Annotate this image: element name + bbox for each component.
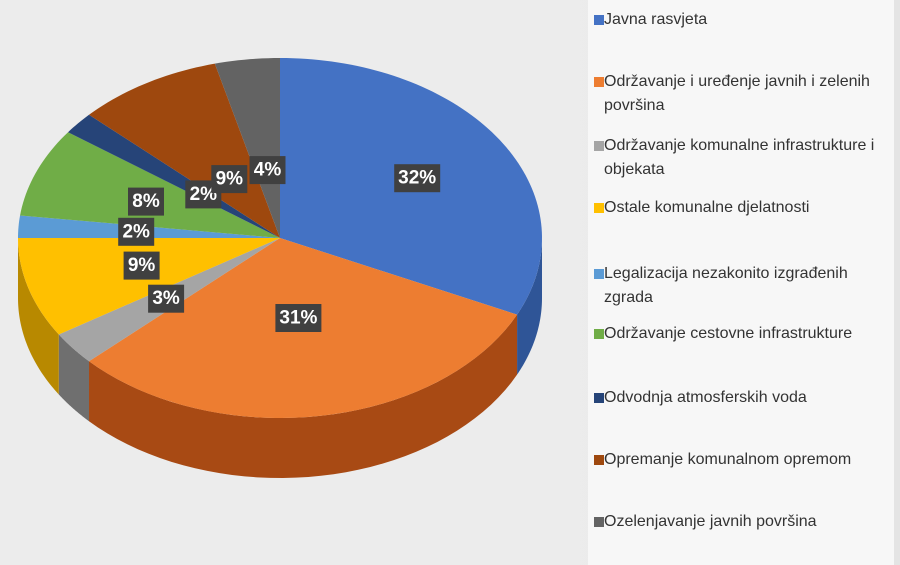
legend-item-9: Ozelenjavanje javnih površina [588, 510, 894, 534]
legend-item-2: Održavanje i uređenje javnih i zelenih p… [588, 70, 894, 118]
data-label-text-5: 2% [122, 221, 150, 242]
legend-item-1: Javna rasvjeta [588, 8, 894, 32]
pie-chart-plot: 32%31%3%9%2%8% 2%9% 4% [18, 58, 542, 478]
pie-top-faces [18, 58, 542, 418]
data-label-8: 9% [211, 165, 248, 194]
data-label-5: 2% [118, 217, 155, 246]
legend-swatch [594, 77, 604, 87]
data-label-text-3: 3% [152, 288, 180, 309]
pie-slice-9 [214, 58, 280, 238]
pie-side-1 [517, 238, 542, 375]
pie-side-2 [89, 314, 518, 478]
legend-item-4: Ostale komunalne djelatnosti [588, 196, 894, 220]
data-label-box-9 [249, 156, 286, 185]
data-label-text-7: 2% [190, 184, 218, 205]
legend-label: Opremanje komunalnom opremom [604, 451, 852, 468]
pie-data-labels: 32%31%3%9%2%8% 2%9% 4% [118, 156, 441, 332]
legend-swatch [594, 15, 604, 25]
legend-label: Održavanje cestovne infrastrukture [604, 325, 853, 342]
pie-slice-6 [20, 132, 280, 238]
data-label-box-8 [211, 165, 248, 194]
pie-side-3 [58, 334, 90, 422]
legend-swatch [594, 203, 604, 213]
data-label-text-8: 9% [216, 169, 244, 190]
legend-item-8: Opremanje komunalnom opremom [588, 448, 894, 472]
legend-label: Odvodnja atmosferskih voda [604, 389, 807, 406]
data-label-box-5 [118, 217, 155, 246]
legend-swatch [594, 517, 604, 527]
legend-label: Legalizacija nezakonito izgrađenih zgrad… [604, 265, 848, 306]
legend-label: Održavanje i uređenje javnih i zelenih p… [604, 73, 870, 114]
data-label-3: 3% [148, 284, 185, 313]
legend-label: Održavanje komunalne infrastrukture i ob… [604, 137, 875, 178]
legend-swatch [594, 455, 604, 465]
data-label-box-2 [275, 304, 322, 332]
pie-side-4 [18, 238, 59, 395]
legend-item-5: Legalizacija nezakonito izgrađenih zgrad… [588, 262, 894, 310]
legend-label: Ozelenjavanje javnih površina [604, 513, 817, 530]
data-label-box-4 [123, 251, 160, 280]
legend-label: Ostale komunalne djelatnosti [604, 199, 810, 216]
data-label-1: 32% [394, 164, 441, 193]
legend-swatch [594, 141, 604, 151]
pie-slice-8 [89, 63, 280, 238]
pie-sides [18, 238, 542, 478]
data-label-text-1: 32% [398, 168, 436, 189]
legend-item-6: Održavanje cestovne infrastrukture [588, 322, 894, 346]
data-label-6: 8% [128, 187, 164, 216]
chart-legend: Javna rasvjeta Održavanje i uređenje javn… [588, 0, 894, 565]
data-label-box-6 [128, 187, 164, 216]
legend-label: Javna rasvjeta [604, 11, 708, 28]
data-label-9: 4% [249, 156, 286, 185]
legend-item-3: Održavanje komunalne infrastrukture i ob… [588, 134, 894, 182]
legend-item-7: Odvodnja atmosferskih voda [588, 386, 894, 410]
data-label-2: 31% [275, 304, 322, 332]
pie-slice-7 [68, 114, 280, 238]
data-label-4: 9% [123, 251, 160, 280]
legend-swatch [594, 269, 604, 279]
legend-swatch [594, 329, 604, 339]
legend-swatch [594, 393, 604, 403]
data-label-text-6: 8% [132, 191, 160, 212]
data-label-text-4: 9% [128, 255, 156, 276]
data-label-text-2: 31% [279, 308, 317, 329]
data-label-box-3 [148, 284, 185, 313]
data-label-box-1 [394, 164, 441, 193]
data-label-text-9: 4% [254, 160, 282, 181]
